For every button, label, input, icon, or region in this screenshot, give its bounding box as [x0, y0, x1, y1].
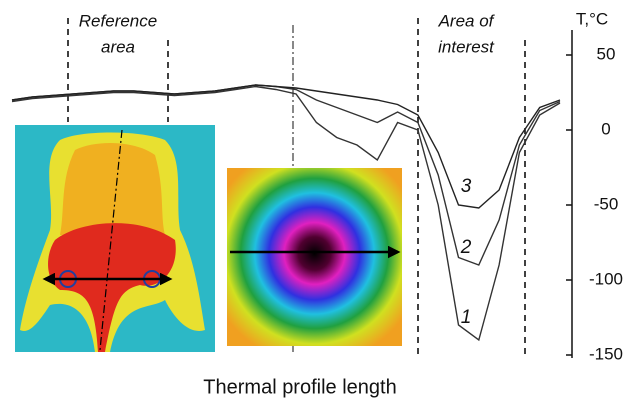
thermal-image-spot [227, 168, 402, 346]
region-label: Area of [438, 11, 496, 30]
region-label: area [101, 37, 135, 56]
chart: Reference area Area of interest T,°C The… [0, 0, 630, 405]
x-axis-title: Thermal profile length [203, 376, 396, 398]
thermal-image-animal [15, 125, 215, 352]
curve-label: 3 [461, 176, 472, 197]
curve-label: 1 [461, 307, 472, 328]
y-tick-label: -100 [589, 269, 623, 288]
y-tick-label: 50 [597, 44, 616, 63]
y-tick-label: -50 [594, 194, 619, 213]
y-tick-label: 0 [601, 119, 610, 138]
curve-label: 2 [460, 237, 472, 258]
region-label: interest [438, 37, 495, 56]
y-axis-title: T,°C [576, 9, 608, 28]
region-label: Reference [79, 11, 157, 30]
y-tick-label: -150 [589, 344, 623, 363]
